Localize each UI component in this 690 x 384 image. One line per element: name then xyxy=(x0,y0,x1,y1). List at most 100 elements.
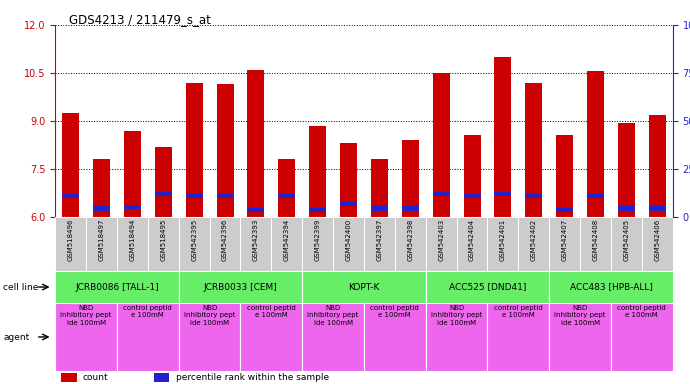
Bar xyxy=(309,126,326,217)
Bar xyxy=(549,303,611,371)
Bar xyxy=(55,217,86,271)
Bar xyxy=(649,114,666,217)
Bar xyxy=(395,217,426,271)
Bar xyxy=(464,136,480,217)
Text: control peptid
e 100mM: control peptid e 100mM xyxy=(618,305,667,318)
Text: GSM542407: GSM542407 xyxy=(562,218,568,261)
Text: ACC525 [DND41]: ACC525 [DND41] xyxy=(448,283,526,291)
Text: GSM542404: GSM542404 xyxy=(469,218,475,261)
Text: agent: agent xyxy=(3,333,30,342)
Bar xyxy=(525,194,542,198)
Text: percentile rank within the sample: percentile rank within the sample xyxy=(176,373,328,382)
Text: control peptid
e 100mM: control peptid e 100mM xyxy=(371,305,420,318)
Bar xyxy=(240,303,302,371)
Text: GSM542403: GSM542403 xyxy=(438,218,444,261)
Bar xyxy=(549,217,580,271)
Text: GSM518495: GSM518495 xyxy=(160,218,166,261)
Bar xyxy=(278,159,295,217)
Bar xyxy=(302,303,364,371)
Bar xyxy=(495,192,511,196)
Text: GSM542396: GSM542396 xyxy=(222,218,228,261)
Text: GSM542399: GSM542399 xyxy=(315,218,321,261)
Bar xyxy=(618,207,635,210)
Text: control peptid
e 100mM: control peptid e 100mM xyxy=(124,305,172,318)
Text: NBD
inhibitory pept
ide 100mM: NBD inhibitory pept ide 100mM xyxy=(555,305,606,326)
Bar xyxy=(464,194,480,198)
Bar xyxy=(154,372,170,382)
Text: GSM542394: GSM542394 xyxy=(284,218,290,261)
Bar xyxy=(155,192,172,196)
Bar xyxy=(124,131,141,217)
Bar xyxy=(611,303,673,371)
Bar xyxy=(549,271,673,303)
Text: GSM518494: GSM518494 xyxy=(130,218,135,261)
Text: GSM542395: GSM542395 xyxy=(191,218,197,261)
Bar xyxy=(186,83,203,217)
Text: NBD
inhibitory pept
ide 100mM: NBD inhibitory pept ide 100mM xyxy=(308,305,359,326)
Bar xyxy=(55,271,179,303)
Bar xyxy=(556,136,573,217)
Text: cell line: cell line xyxy=(3,283,39,291)
Text: JCRB0033 [CEM]: JCRB0033 [CEM] xyxy=(204,283,277,291)
Bar xyxy=(426,303,487,371)
Bar xyxy=(248,70,264,217)
Bar xyxy=(93,159,110,217)
Bar xyxy=(433,192,450,196)
Text: control peptid
e 100mM: control peptid e 100mM xyxy=(494,305,543,318)
Text: GSM542398: GSM542398 xyxy=(407,218,413,261)
Bar xyxy=(61,372,77,382)
Bar xyxy=(217,84,233,217)
Bar xyxy=(248,208,264,212)
Bar xyxy=(518,217,549,271)
Text: count: count xyxy=(83,373,108,382)
Bar xyxy=(371,159,388,217)
Bar xyxy=(426,271,549,303)
Bar xyxy=(302,217,333,271)
Bar xyxy=(117,303,179,371)
Bar xyxy=(402,207,419,210)
Bar xyxy=(186,194,203,198)
Text: NBD
inhibitory pept
ide 100mM: NBD inhibitory pept ide 100mM xyxy=(184,305,235,326)
Text: GSM542401: GSM542401 xyxy=(500,218,506,261)
Text: GSM542393: GSM542393 xyxy=(253,218,259,261)
Bar xyxy=(62,113,79,217)
Bar xyxy=(433,73,450,217)
Bar xyxy=(587,71,604,217)
Bar xyxy=(642,217,673,271)
Text: GDS4213 / 211479_s_at: GDS4213 / 211479_s_at xyxy=(69,13,211,26)
Text: GSM542402: GSM542402 xyxy=(531,218,537,261)
Text: GSM542405: GSM542405 xyxy=(624,218,629,261)
Bar xyxy=(457,217,487,271)
Text: KOPT-K: KOPT-K xyxy=(348,283,380,291)
Bar xyxy=(649,207,666,210)
Bar xyxy=(210,217,240,271)
Bar xyxy=(62,194,79,198)
Bar xyxy=(611,217,642,271)
Bar xyxy=(580,217,611,271)
Bar xyxy=(240,217,271,271)
Bar xyxy=(124,205,141,209)
Bar xyxy=(309,208,326,212)
Text: GSM518496: GSM518496 xyxy=(68,218,74,261)
Bar xyxy=(217,194,233,198)
Bar xyxy=(179,217,210,271)
Text: control peptid
e 100mM: control peptid e 100mM xyxy=(247,305,296,318)
Bar xyxy=(556,208,573,212)
Bar xyxy=(179,271,302,303)
Bar xyxy=(364,303,426,371)
Text: GSM518497: GSM518497 xyxy=(99,218,104,261)
Bar xyxy=(587,194,604,198)
Bar xyxy=(364,217,395,271)
Text: GSM542408: GSM542408 xyxy=(593,218,598,261)
Text: ACC483 [HPB-ALL]: ACC483 [HPB-ALL] xyxy=(569,283,653,291)
Bar xyxy=(155,147,172,217)
Bar xyxy=(93,207,110,210)
Bar xyxy=(426,217,457,271)
Bar xyxy=(618,122,635,217)
Bar xyxy=(340,202,357,206)
Bar xyxy=(302,271,426,303)
Text: JCRB0086 [TALL-1]: JCRB0086 [TALL-1] xyxy=(75,283,159,291)
Bar xyxy=(333,217,364,271)
Bar xyxy=(371,207,388,210)
Bar xyxy=(86,217,117,271)
